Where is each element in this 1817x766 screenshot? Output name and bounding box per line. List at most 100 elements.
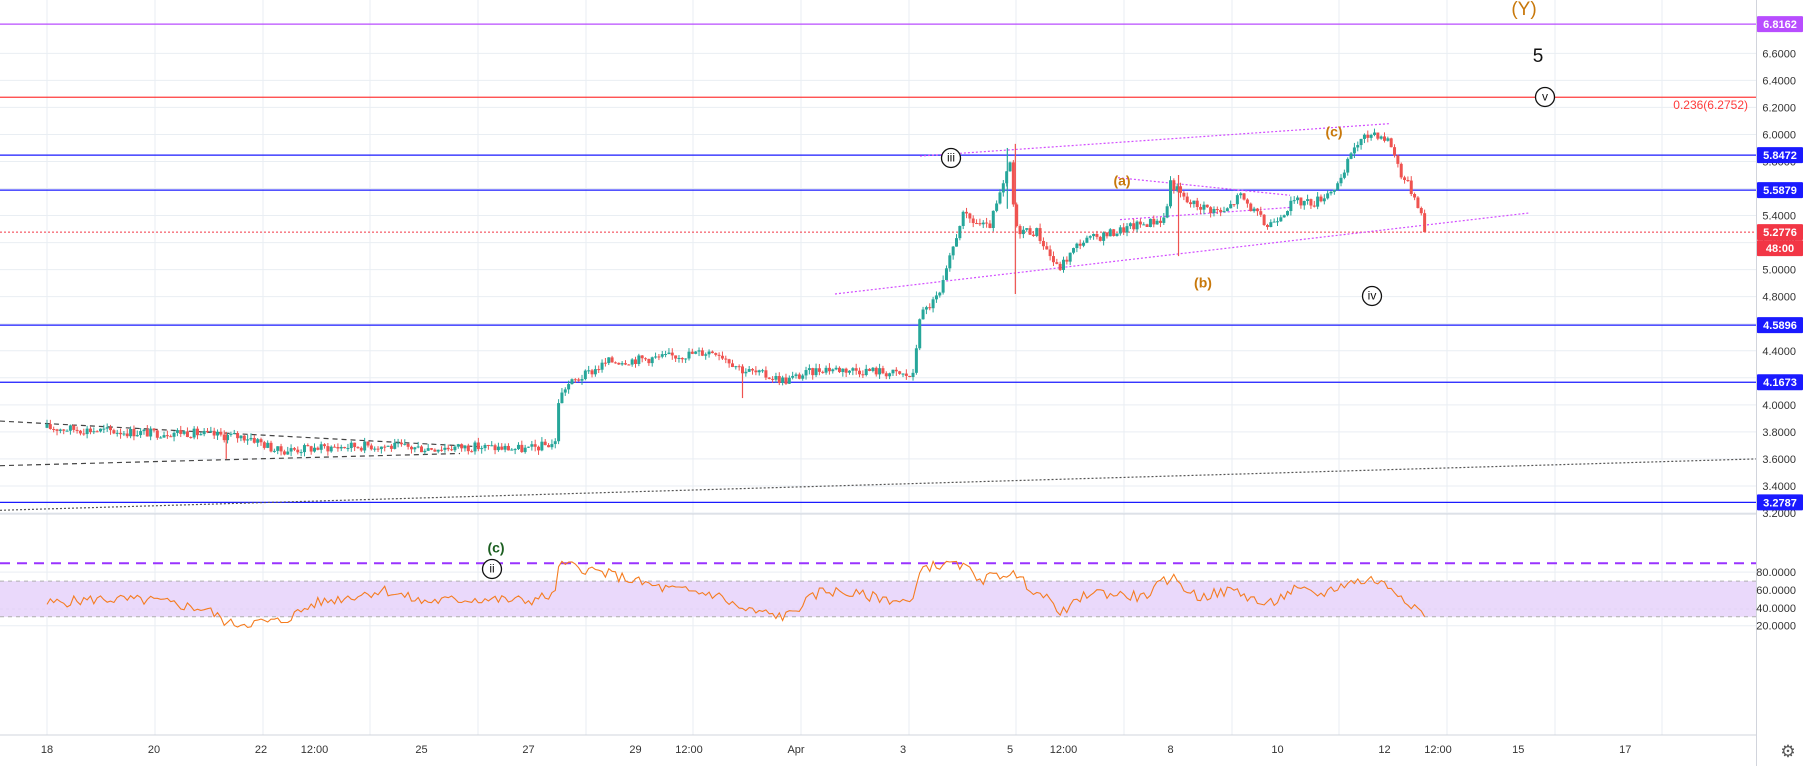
candle-body [209,430,213,432]
candle-body [1085,237,1089,243]
candle-body [145,429,149,437]
candle-body [904,373,908,376]
candle-body [577,379,581,381]
candle-body [496,446,500,451]
candle-body [898,371,902,374]
candle-body [329,446,333,452]
long-support-line[interactable] [0,458,1757,511]
candle-body [1386,138,1390,141]
candle-body [791,375,795,378]
candle-body [1356,145,1360,148]
candle-body [1058,263,1062,271]
time-tick-label: 12:00 [1424,744,1452,756]
candle-body [573,379,577,381]
time-tick-label: 12:00 [675,744,703,756]
candle-body [1185,196,1189,203]
candle-body [730,363,734,368]
candle-body [1346,158,1350,173]
candle-body [921,309,925,320]
candle-body [948,255,952,269]
candle-body [226,434,230,441]
candle-body [262,442,266,448]
candle-body [543,441,547,446]
candle-body [707,351,711,355]
candle-body [580,379,584,381]
trendlines[interactable] [0,123,1757,511]
candle-body [640,355,644,359]
candle-body [878,368,882,375]
candle-body [326,446,330,452]
candle-body [523,447,527,453]
candle-body [827,367,831,372]
time-tick-label: 27 [522,744,534,756]
time-axis[interactable]: 18 20 22 12:00 25 27 29 12:00 Apr 3 5 12:00 8 10 12 12:… [41,744,1632,756]
candle-body [409,446,413,450]
candle-body [1362,134,1366,139]
candle-body [623,363,627,365]
channel-upper-line[interactable] [919,123,1391,157]
candle-body [1011,162,1015,205]
triangle-b-lower-line[interactable] [1119,206,1291,221]
candle-body [934,295,938,300]
candle-body [1336,183,1340,190]
level-price-badge-bg [1757,182,1803,199]
candle-body [1389,138,1393,148]
time-tick-label: 5 [1007,744,1013,756]
candle-body [1062,259,1065,271]
candle-body [1316,196,1320,207]
candle-body [236,433,240,439]
candle-body [975,223,979,225]
candle-body [593,369,597,375]
candle-body [1018,226,1022,235]
candle-body [139,431,143,436]
candle-body [988,223,992,229]
candle-body [483,445,487,449]
candle-body [356,447,360,449]
candle-body [1235,195,1239,205]
candle-body [533,444,537,447]
time-tick-label: 3 [900,744,906,756]
time-tick-label: 22 [255,744,267,756]
candle-body [453,446,457,451]
candle-body [1098,236,1102,241]
candle-body [1225,208,1229,212]
candle-body [440,449,444,451]
price-axis[interactable]: 3.20003.40003.60003.80004.00004.20004.40… [1673,0,1817,766]
horizontal-levels[interactable] [0,23,1756,504]
triangle-b-upper-line[interactable] [1117,177,1291,196]
price-tick-label: 3.2000 [1762,508,1796,520]
candle-body [122,433,126,435]
candle-body [1015,204,1019,227]
candle-body [1286,211,1290,216]
candle-body [219,431,223,435]
candle-body [466,445,470,452]
candle-body [346,448,350,450]
candle-body [1299,197,1303,206]
candle-body [1413,194,1417,198]
candle-body [99,428,102,432]
candle-body [771,378,775,380]
candle-body [1088,236,1092,238]
candle-body [1028,228,1032,235]
candle-body [359,447,363,451]
candle-body [1252,208,1256,212]
gear-icon[interactable]: ⚙ [1780,742,1796,762]
candle-body [841,368,845,373]
candle-body [336,447,340,449]
candle-body [687,351,691,359]
channel-lower-line[interactable] [834,212,1531,295]
candle-body [951,246,955,256]
candle-body [62,429,66,431]
candle-body [1102,232,1106,241]
triangle-upper-line[interactable] [0,420,481,448]
triangle-lower-line[interactable] [0,452,461,467]
candle-body [1195,200,1199,207]
price-tick-label: 4.4000 [1762,346,1796,358]
candle-body [968,213,972,219]
price-tick-label: 4.8000 [1762,292,1796,304]
candle-body [1001,183,1005,193]
candle-body [1055,262,1059,264]
candle-body [316,447,320,450]
candle-body [557,403,561,442]
